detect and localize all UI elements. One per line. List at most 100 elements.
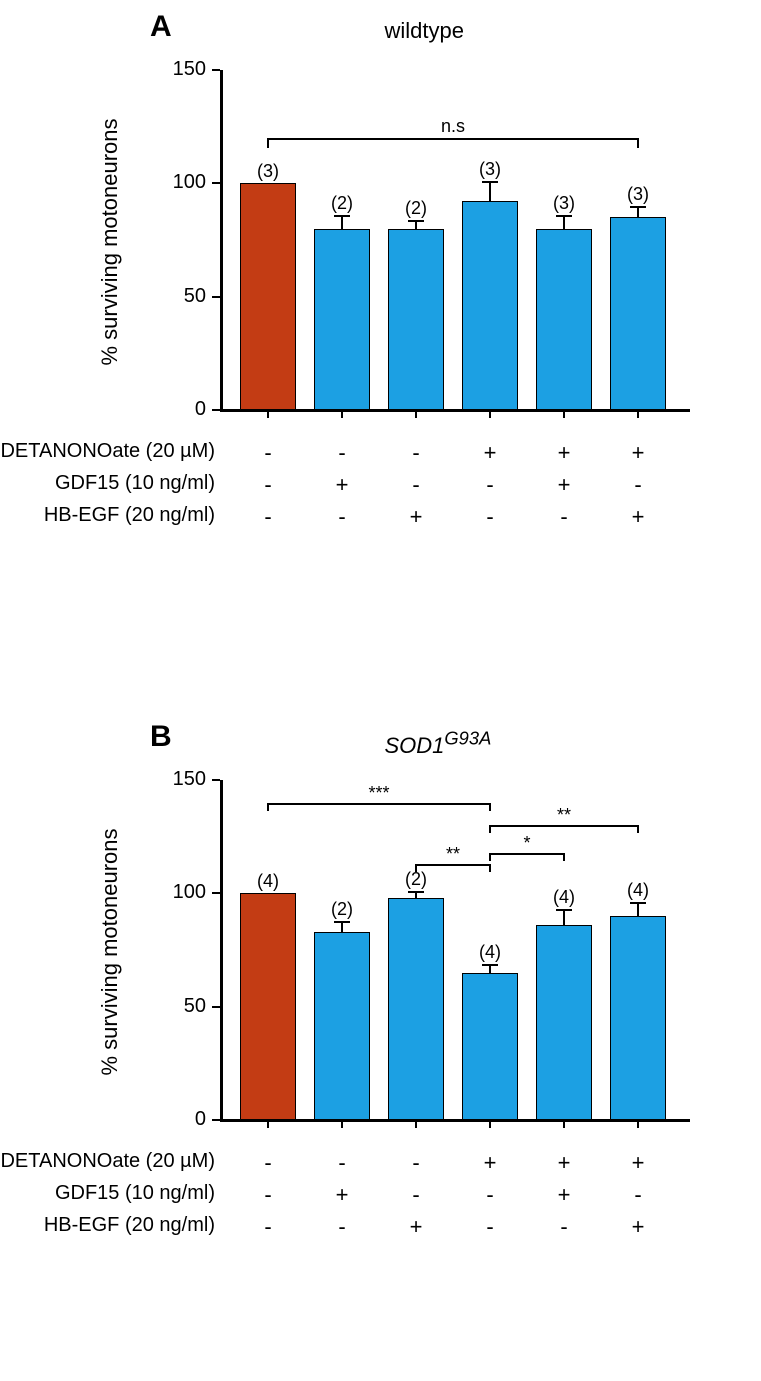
sig-bracket-tick [267, 138, 269, 148]
treatment-cell: - [478, 1214, 502, 1240]
n-label: (3) [546, 193, 582, 214]
sig-label: *** [361, 783, 397, 804]
figure-root: Awildtype % surviving motoneurons 0 50 100 15… [0, 0, 761, 1381]
y-tick-label: 150 [156, 58, 206, 81]
treatment-cell: - [626, 1182, 650, 1208]
n-label: (4) [546, 887, 582, 908]
treatment-row-label: DETANONOate (20 µM) [0, 1150, 215, 1173]
treatment-row-label: DETANONOate (20 µM) [0, 440, 215, 463]
sig-bracket-tick [267, 803, 269, 811]
y-tick [212, 409, 220, 411]
treatment-cell: + [626, 1150, 650, 1176]
panel-title: wildtype [385, 18, 464, 44]
treatment-cell: + [404, 504, 428, 530]
sig-bracket-tick [489, 803, 491, 811]
bar [462, 973, 518, 1120]
error-bar-cap [556, 215, 572, 217]
treatment-cell: - [478, 472, 502, 498]
panel-label: A [150, 10, 172, 44]
n-label: (3) [472, 159, 508, 180]
error-bar-cap [482, 181, 498, 183]
y-tick [212, 296, 220, 298]
bar [240, 893, 296, 1120]
bar [314, 932, 370, 1120]
sig-label: n.s [433, 116, 473, 137]
sig-bracket-tick [489, 825, 491, 833]
treatment-cell: + [330, 472, 354, 498]
n-label: (4) [472, 942, 508, 963]
panelB: BSOD1G93A% surviving motoneurons05010015… [0, 720, 761, 1360]
error-bar-cap [334, 921, 350, 923]
sig-bracket [268, 138, 638, 140]
y-tick-label: 0 [156, 1108, 206, 1131]
x-tick [341, 410, 343, 418]
y-tick [212, 1006, 220, 1008]
x-tick [563, 410, 565, 418]
n-label: (2) [324, 899, 360, 920]
y-tick-label: 150 [156, 768, 206, 791]
y-axis-line [220, 70, 223, 410]
bar [610, 916, 666, 1120]
error-bar-line [563, 215, 565, 229]
y-tick [212, 892, 220, 894]
treatment-cell: - [330, 1214, 354, 1240]
x-tick [341, 1120, 343, 1128]
n-label: (2) [398, 869, 434, 890]
treatment-cell: - [404, 1182, 428, 1208]
y-tick [212, 1119, 220, 1121]
x-tick [267, 1120, 269, 1128]
y-tick-label: 100 [156, 171, 206, 194]
y-tick [212, 69, 220, 71]
bar [388, 229, 444, 410]
bar [536, 229, 592, 410]
error-bar-line [637, 902, 639, 916]
treatment-cell: + [552, 472, 576, 498]
error-bar-cap [556, 909, 572, 911]
n-label: (3) [250, 161, 286, 182]
treatment-cell: - [256, 440, 280, 466]
y-tick-label: 50 [156, 995, 206, 1018]
n-label: (2) [324, 193, 360, 214]
error-bar-cap [630, 902, 646, 904]
panel-title: SOD1G93A [385, 728, 492, 759]
y-axis-label: % surviving motoneurons [97, 822, 123, 1082]
sig-label: * [509, 833, 545, 854]
x-tick [267, 410, 269, 418]
treatment-row-label: HB-EGF (20 ng/ml) [0, 1214, 215, 1237]
error-bar-cap [482, 964, 498, 966]
treatment-cell: - [256, 1214, 280, 1240]
y-tick-label: 100 [156, 881, 206, 904]
n-label: (4) [250, 871, 286, 892]
treatment-cell: + [404, 1214, 428, 1240]
treatment-cell: - [330, 1150, 354, 1176]
treatment-cell: - [404, 440, 428, 466]
treatment-cell: - [552, 1214, 576, 1240]
n-label: (4) [620, 880, 656, 901]
sig-bracket-tick [563, 853, 565, 861]
bar [462, 201, 518, 410]
treatment-cell: - [330, 504, 354, 530]
panelA: Awildtype% surviving motoneurons05010015… [0, 10, 761, 650]
bar [314, 229, 370, 410]
x-tick [415, 410, 417, 418]
x-tick [637, 410, 639, 418]
bar [240, 183, 296, 410]
treatment-row-label: GDF15 (10 ng/ml) [0, 472, 215, 495]
error-bar-line [489, 181, 491, 201]
treatment-cell: + [552, 1150, 576, 1176]
y-tick-label: 50 [156, 285, 206, 308]
treatment-cell: - [478, 1182, 502, 1208]
sig-label: ** [435, 844, 471, 865]
sig-bracket-tick [637, 138, 639, 148]
sig-bracket-tick [415, 864, 417, 872]
error-bar-cap [630, 206, 646, 208]
y-axis-label: % surviving motoneurons [97, 112, 123, 372]
treatment-cell: - [404, 1150, 428, 1176]
y-tick [212, 182, 220, 184]
sig-bracket-tick [637, 825, 639, 833]
n-label: (2) [398, 198, 434, 219]
bar [388, 898, 444, 1120]
treatment-cell: - [478, 504, 502, 530]
treatment-cell: - [256, 1150, 280, 1176]
x-tick [563, 1120, 565, 1128]
